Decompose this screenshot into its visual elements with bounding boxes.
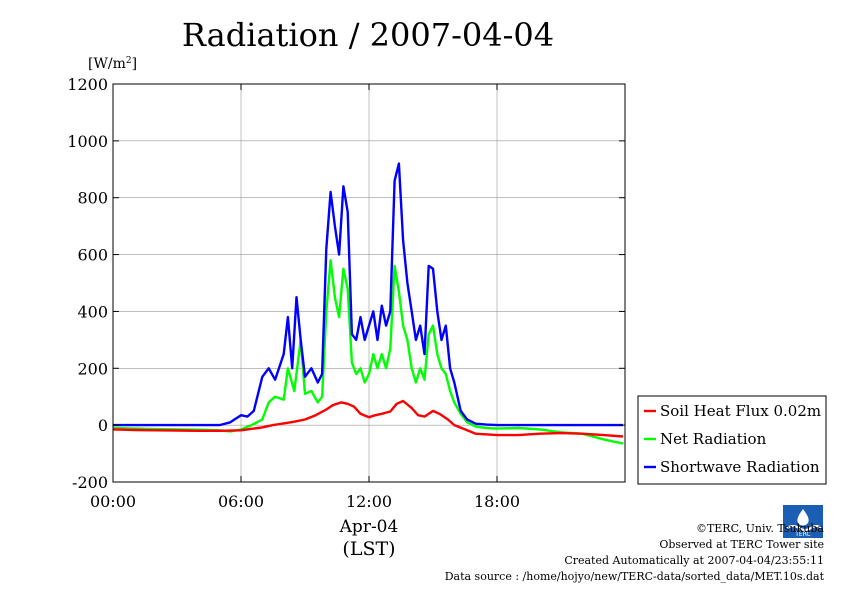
y-axis-label-superscript: 2: [126, 56, 132, 66]
series-lines: [112, 162, 624, 445]
series-line-0: [112, 399, 623, 438]
x-tick-label: 12:00: [346, 492, 392, 511]
credits-block: ©TERC, Univ. Tsukuba Observed at TERC To…: [445, 521, 824, 585]
series-line-2: [113, 162, 623, 427]
created-text: Created Automatically at 2007-04-04/23:5…: [564, 554, 824, 567]
legend: Soil Heat Flux 0.02m Net Radiation Shortwa…: [637, 395, 827, 485]
data-source-text: Data source : /home/hojyo/new/TERC-data/…: [444, 570, 824, 583]
terc-logo: TERC: [783, 505, 823, 538]
x-tick-label: 06:00: [218, 492, 264, 511]
terc-logo-text: TERC: [794, 531, 811, 538]
site-text: Observed at TERC Tower site: [659, 538, 824, 551]
legend-label-0: Soil Heat Flux 0.02m: [660, 402, 821, 420]
y-tick-label: 200: [77, 359, 108, 378]
y-tick-label: 800: [77, 189, 108, 208]
y-axis-label: [W/m2]: [88, 56, 137, 72]
legend-box: [637, 395, 827, 485]
y-tick-label: 600: [77, 246, 108, 265]
x-axis-ticks: 00:00 06:00 12:00 18:00: [90, 84, 520, 511]
y-tick-label: 400: [77, 302, 108, 321]
y-tick-label: 1200: [67, 75, 108, 94]
x-axis-label: Apr-04: [339, 517, 399, 537]
copyright-text: ©TERC, Univ. Tsukuba: [695, 522, 824, 535]
series-line-1: [112, 259, 624, 445]
y-tick-label: 1000: [67, 132, 108, 151]
legend-label-2: Shortwave Radiation: [660, 458, 820, 476]
x-tick-label: 18:00: [474, 492, 520, 511]
y-axis-ticks: -200 0 200 400 600 800 1000 1200: [67, 75, 625, 492]
grid-lines: [113, 84, 625, 482]
chart-title: Radiation / 2007-04-04: [182, 16, 554, 54]
x-axis-label-lst: (LST): [342, 538, 395, 560]
y-tick-label: 0: [98, 416, 108, 435]
legend-label-1: Net Radiation: [660, 430, 767, 448]
x-tick-label: 00:00: [90, 492, 136, 511]
y-tick-label: -200: [72, 473, 108, 492]
